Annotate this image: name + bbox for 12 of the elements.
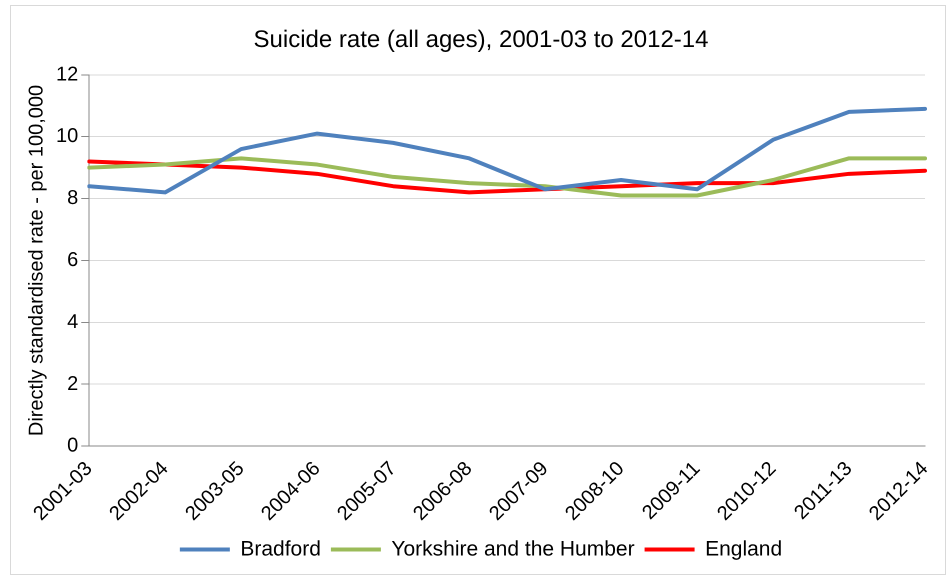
legend-label: Bradford bbox=[240, 537, 321, 560]
y-axis-title: Directly standardised rate - per 100,000 bbox=[26, 84, 48, 436]
legend-label: Yorkshire and the Humber bbox=[391, 537, 635, 560]
y-tick-label: 2 bbox=[67, 372, 78, 395]
y-tick-label: 10 bbox=[56, 125, 78, 148]
chart-title: Suicide rate (all ages), 2001-03 to 2012-14 bbox=[254, 26, 708, 54]
legend-label: England bbox=[705, 537, 782, 560]
y-tick-label: 6 bbox=[67, 248, 78, 271]
y-tick-label: 8 bbox=[67, 187, 78, 210]
y-tick-label: 12 bbox=[56, 63, 78, 86]
y-tick-label: 4 bbox=[67, 310, 78, 333]
y-tick-label: 0 bbox=[67, 434, 78, 457]
